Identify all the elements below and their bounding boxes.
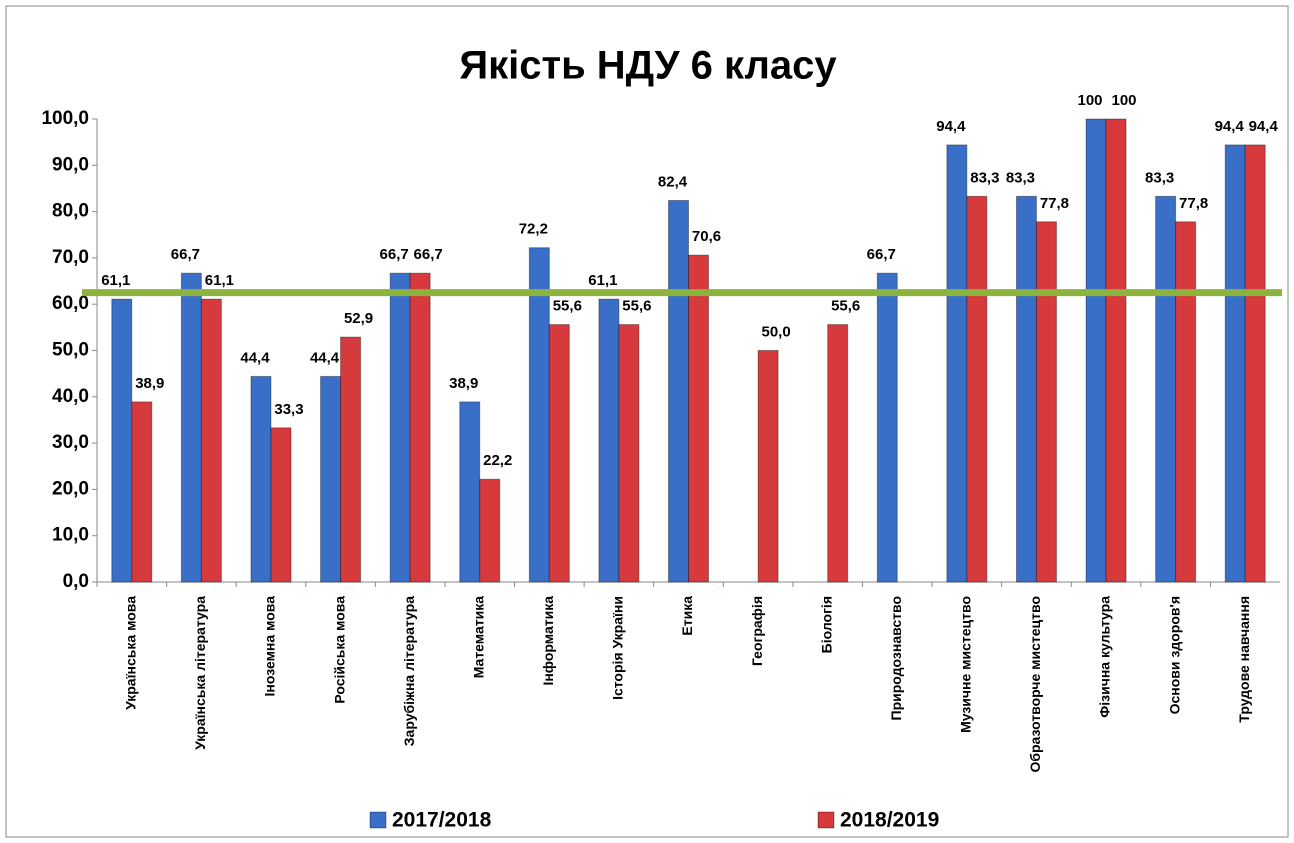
bar (1224, 144, 1246, 583)
x-tick-label: Українська література (192, 596, 208, 750)
bar (111, 298, 133, 583)
bar (757, 350, 779, 583)
value-label: 77,8 (1040, 195, 1069, 212)
legend-label: 2017/2018 (392, 809, 492, 832)
value-label: 61,1 (101, 272, 130, 289)
bar (598, 298, 620, 583)
value-label: 77,8 (1179, 195, 1208, 212)
value-label: 33,3 (274, 401, 303, 418)
bar (1244, 144, 1266, 583)
y-tick-label: 60,0 (52, 293, 89, 314)
value-label: 72,2 (519, 221, 548, 238)
x-tick-label: Математика (470, 596, 486, 679)
value-label: 55,6 (831, 298, 860, 315)
bar (1035, 221, 1057, 583)
bar (250, 375, 272, 583)
value-label: 55,6 (553, 298, 582, 315)
value-label: 83,3 (1145, 169, 1174, 186)
bar (876, 272, 898, 583)
x-tick-label: Природознавство (888, 596, 904, 720)
bar (668, 199, 689, 583)
bar (548, 324, 570, 583)
y-tick-label: 30,0 (52, 432, 89, 453)
legend-label: 2018/2019 (840, 809, 939, 832)
value-label: 83,3 (1006, 169, 1035, 186)
value-label: 83,3 (970, 169, 999, 186)
value-label: 94,4 (936, 118, 966, 135)
value-label: 66,7 (380, 246, 409, 263)
value-label: 22,2 (483, 452, 512, 469)
bar (459, 401, 481, 583)
x-tick-label: Трудове навчання (1236, 596, 1252, 723)
bar (966, 195, 988, 583)
x-tick-label: Фізична культура (1097, 596, 1113, 718)
chart-title: Якість НДУ 6 класу (459, 44, 837, 88)
value-label: 52,9 (344, 310, 373, 327)
value-label: 66,7 (171, 246, 200, 263)
bar (688, 254, 709, 583)
bar (200, 298, 222, 583)
bar (409, 272, 431, 583)
value-label: 100 (1112, 92, 1137, 109)
x-tick-label: Іноземна мова (262, 596, 278, 697)
bar (1015, 195, 1037, 583)
bar (1085, 118, 1107, 583)
x-tick-label: Етика (679, 596, 695, 636)
y-tick-label: 0,0 (63, 571, 89, 592)
y-tick-label: 50,0 (52, 340, 89, 361)
x-tick-label: Образотворче мистецтво (1027, 596, 1043, 773)
bar (389, 272, 411, 583)
bar (340, 336, 362, 583)
bar (618, 324, 640, 583)
value-label: 61,1 (205, 272, 234, 289)
value-label: 70,6 (692, 228, 721, 245)
value-label: 61,1 (588, 272, 617, 289)
y-tick-label: 20,0 (52, 478, 89, 499)
x-tick-label: Основи здоров'я (1166, 596, 1182, 714)
bar (827, 324, 849, 583)
x-tick-label: Географія (749, 596, 765, 666)
x-tick-label: Музичне мистецтво (958, 596, 974, 733)
value-label: 94,4 (1215, 118, 1245, 135)
value-label: 94,4 (1249, 118, 1279, 135)
y-tick-label: 100,0 (41, 108, 89, 129)
value-label: 38,9 (449, 375, 478, 392)
value-label: 44,4 (310, 349, 340, 366)
value-label: 50,0 (761, 323, 790, 340)
bar (946, 144, 968, 583)
legend-swatch (817, 811, 835, 829)
value-label: 55,6 (622, 298, 651, 315)
legend-swatch (369, 811, 387, 829)
y-tick-label: 40,0 (52, 386, 89, 407)
bar (131, 401, 153, 583)
y-tick-label: 80,0 (52, 201, 89, 222)
bar (1105, 118, 1127, 583)
bar (479, 478, 501, 583)
value-label: 66,7 (867, 246, 896, 263)
x-tick-label: Зарубіжна література (401, 596, 417, 746)
value-label: 66,7 (414, 246, 443, 263)
y-tick-label: 90,0 (52, 154, 89, 175)
bar (180, 272, 202, 583)
value-label: 100 (1078, 92, 1103, 109)
x-tick-label: Біологія (818, 596, 834, 653)
value-label: 44,4 (240, 349, 270, 366)
bar (528, 247, 550, 583)
bar (270, 427, 292, 583)
bar (1175, 221, 1197, 583)
y-tick-label: 10,0 (52, 525, 89, 546)
bar (320, 375, 342, 583)
y-tick-label: 70,0 (52, 247, 89, 268)
value-label: 82,4 (658, 173, 688, 190)
value-label: 38,9 (135, 375, 164, 392)
x-tick-label: Російська мова (331, 596, 347, 704)
x-tick-label: Українська мова (122, 596, 138, 710)
bar (1155, 195, 1177, 583)
x-tick-label: Історія України (610, 596, 626, 700)
x-tick-label: Інформатика (540, 596, 556, 686)
